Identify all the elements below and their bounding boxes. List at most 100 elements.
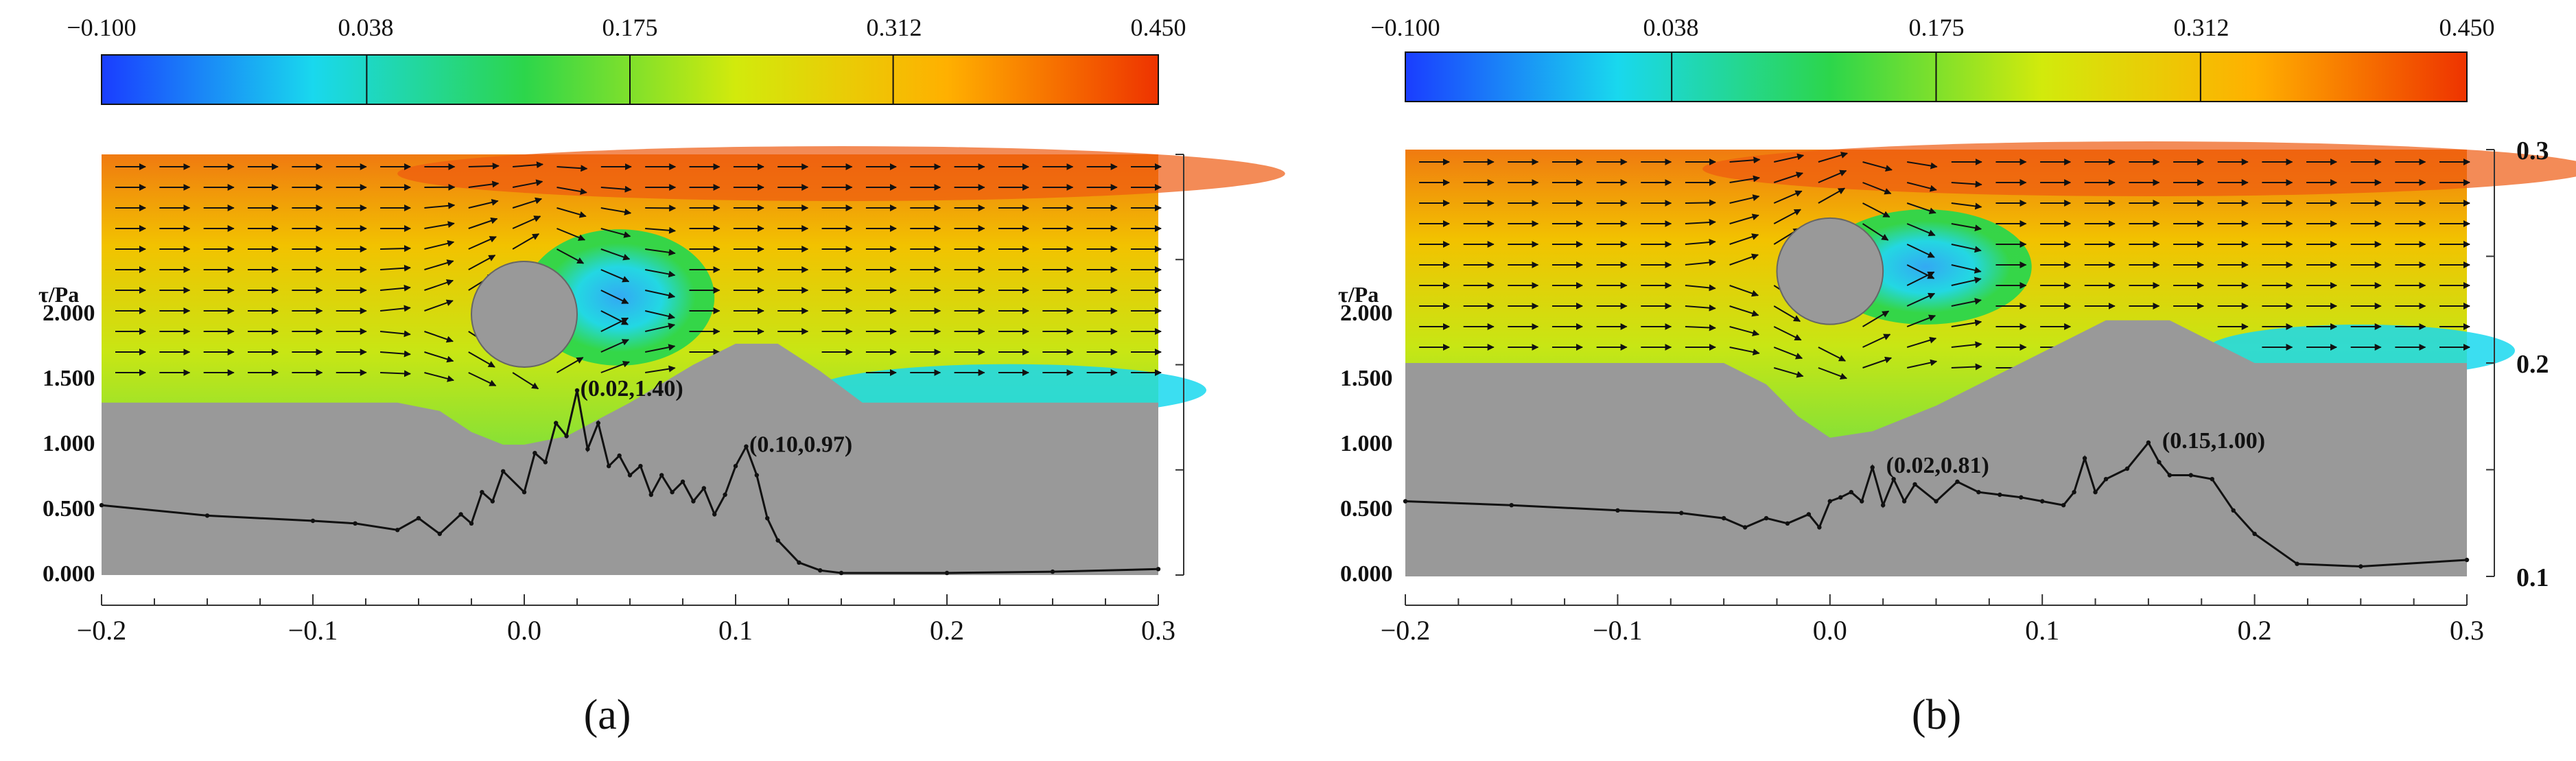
stress-point <box>543 460 548 465</box>
stress-point <box>944 570 950 576</box>
x-tick-label: 0.0 <box>1813 615 1847 646</box>
x-tick-label: −0.2 <box>77 615 127 646</box>
colorbar-ticks <box>1671 52 2201 102</box>
velocity-arrow <box>556 357 584 373</box>
velocity-arrow <box>424 259 454 270</box>
velocity-arrow <box>512 233 540 250</box>
colorbar-labels: −0.100 0.038 0.175 0.312 0.450 <box>67 14 1186 41</box>
velocity-arrow <box>1907 161 1938 169</box>
velocity-arrow <box>1774 153 1805 163</box>
velocity-arrow <box>1906 271 1935 286</box>
velocity-arrow <box>379 305 411 312</box>
shear-stress-curve <box>99 388 1161 576</box>
stress-point <box>2157 460 2162 465</box>
stress-point <box>648 492 653 497</box>
velocity-arrow <box>1685 218 1716 226</box>
velocity-arrow <box>1729 213 1759 224</box>
stress-point <box>2295 561 2299 566</box>
velocity-arrow <box>379 330 411 338</box>
x-axis: −0.2 −0.1 0.0 0.1 0.2 0.3 <box>77 594 1175 646</box>
velocity-arrow <box>600 317 629 332</box>
stress-point <box>99 503 104 508</box>
x-tick-label: 0.2 <box>930 615 964 646</box>
stress-point <box>1509 503 1514 508</box>
velocity-arrow <box>645 248 676 256</box>
velocity-arrow <box>600 185 632 193</box>
velocity-arrow <box>424 299 454 312</box>
velocity-arrow <box>600 360 630 373</box>
stress-point <box>680 479 686 484</box>
x-tick-label: 0.3 <box>1141 615 1175 646</box>
velocity-arrow <box>600 290 629 305</box>
y-tick-label: 2.000 <box>43 301 95 326</box>
velocity-arrow <box>1951 298 1982 307</box>
stress-point <box>564 434 569 438</box>
stress-point <box>1838 495 1843 500</box>
stress-point <box>691 499 696 504</box>
velocity-arrow <box>1862 223 1889 241</box>
velocity-arrow <box>1862 202 1890 218</box>
velocity-arrow <box>424 202 456 209</box>
stress-point <box>607 464 611 469</box>
stress-point <box>744 444 749 449</box>
stress-point <box>480 490 484 495</box>
right-tick-label: 0.1 <box>2516 563 2549 592</box>
velocity-arrow <box>1818 169 1847 183</box>
stress-point <box>1742 525 1748 530</box>
velocity-arrow <box>1906 202 1936 215</box>
velocity-arrow <box>1906 359 1938 368</box>
stress-point <box>1817 525 1822 530</box>
colorbar-label: 0.450 <box>1131 14 1186 41</box>
stress-point <box>395 528 400 532</box>
velocity-arrow <box>1862 161 1893 172</box>
stress-point <box>754 473 760 478</box>
colorbar-label: 0.175 <box>602 14 658 41</box>
velocity-arrow <box>1773 209 1801 224</box>
velocity-arrow <box>557 248 585 264</box>
plot-area-a: (0.02,1.40) (0.10,0.97) τ/Pa 0.000 0.500… <box>38 146 1285 646</box>
velocity-arrow <box>1906 336 1937 348</box>
stress-point <box>797 560 801 565</box>
stress-point <box>617 453 622 458</box>
y-tick-label: 0.000 <box>43 561 95 587</box>
stress-point <box>2146 440 2151 445</box>
stress-point <box>2072 490 2076 495</box>
velocity-arrow <box>468 180 500 188</box>
x-tick-label: 0.1 <box>2025 615 2059 646</box>
annotations: (0.02,0.81) (0.15,1.00) <box>1886 428 2265 478</box>
velocity-arrow <box>600 228 631 238</box>
velocity-arrow <box>1729 194 1760 204</box>
stress-point <box>670 490 675 495</box>
velocity-arrow <box>468 372 497 386</box>
panel-a: −0.100 0.038 0.175 0.312 0.450 (0.02,1.4… <box>38 14 1285 738</box>
stress-point <box>2019 495 2024 500</box>
velocity-arrow <box>1685 199 1716 207</box>
stress-point <box>659 473 664 478</box>
velocity-arrow <box>644 310 676 320</box>
colorbar-label: 0.312 <box>2174 14 2229 41</box>
velocity-arrow <box>1951 180 1982 188</box>
velocity-arrow <box>557 228 586 241</box>
velocity-arrow <box>1862 356 1893 368</box>
velocity-arrow <box>1862 310 1890 327</box>
velocity-arrow <box>380 370 412 377</box>
velocity-arrow <box>1951 202 1982 210</box>
velocity-arrow <box>1951 319 1982 327</box>
right-tick-label: 0.3 <box>2516 137 2549 165</box>
stress-point <box>596 421 600 425</box>
velocity-arrow <box>1906 292 1936 307</box>
velocity-arrow <box>468 163 500 170</box>
plot-area-b: (0.02,0.81) (0.15,1.00) τ/Pa 0.000 0.500… <box>1338 137 2576 646</box>
velocity-arrow <box>1773 172 1803 183</box>
y-axis-label: τ/Pa <box>38 282 79 307</box>
velocity-arrow <box>512 372 539 390</box>
x-tick-label: 0.1 <box>718 615 753 646</box>
stress-point <box>522 490 527 495</box>
y-tick-label: 2.000 <box>1340 301 1393 326</box>
stress-point <box>2188 473 2193 478</box>
peak-annotation: (0.10,0.97) <box>749 432 852 458</box>
velocity-arrow <box>557 207 587 218</box>
stress-point <box>469 521 474 526</box>
stress-point <box>2103 477 2109 482</box>
